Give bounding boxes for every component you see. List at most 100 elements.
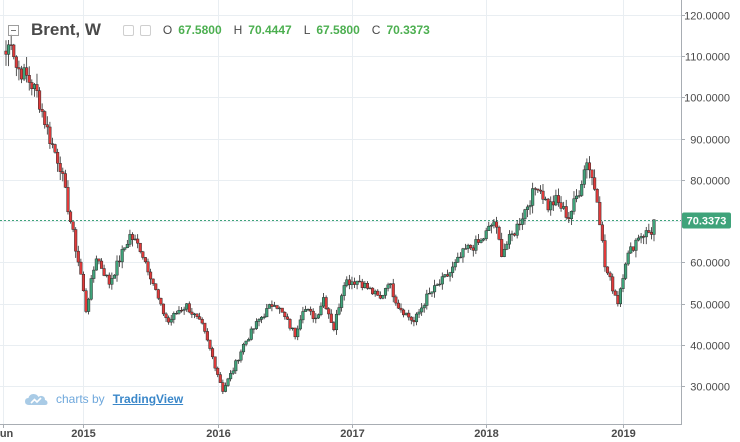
candle-down bbox=[352, 281, 357, 285]
candle-down bbox=[180, 309, 184, 312]
price-tick-label: 50.0000 bbox=[690, 300, 730, 312]
candle-down bbox=[35, 84, 39, 91]
candle-down bbox=[605, 266, 610, 274]
candle-up bbox=[474, 239, 478, 251]
candle-up bbox=[185, 303, 189, 310]
candle-down bbox=[280, 307, 284, 313]
candle-down bbox=[118, 260, 122, 263]
candle-down bbox=[218, 374, 222, 383]
candle-down bbox=[4, 50, 8, 55]
price-tick-label: 100.0000 bbox=[684, 93, 730, 105]
candle-up bbox=[247, 339, 251, 342]
candle-down bbox=[63, 173, 67, 188]
candle-up bbox=[314, 317, 318, 320]
watermark-brand-link[interactable]: TradingView bbox=[112, 392, 184, 406]
candle-up bbox=[254, 321, 258, 329]
candle-up bbox=[505, 243, 509, 250]
candle-down bbox=[141, 251, 145, 258]
candle-up bbox=[110, 278, 114, 285]
candle-down bbox=[593, 177, 597, 190]
candle-up bbox=[239, 351, 243, 361]
candle-up bbox=[544, 198, 548, 201]
candle-up bbox=[272, 305, 277, 307]
candle-up bbox=[306, 308, 310, 311]
candle-up bbox=[192, 313, 197, 315]
candle-up bbox=[420, 307, 424, 313]
candle-down bbox=[402, 309, 406, 316]
candle-up bbox=[260, 316, 264, 320]
candle-down bbox=[187, 303, 191, 313]
candle-up bbox=[404, 312, 408, 316]
candle-down bbox=[611, 276, 615, 292]
candle-up bbox=[169, 319, 173, 323]
price-tick-label: 60.0000 bbox=[690, 258, 730, 270]
candle-up bbox=[298, 319, 302, 330]
candle-down bbox=[198, 316, 202, 320]
candle-up bbox=[386, 284, 390, 289]
candle-down bbox=[107, 274, 111, 285]
candle-up bbox=[520, 218, 524, 225]
candle-up bbox=[244, 340, 248, 345]
candle-up bbox=[528, 205, 532, 208]
candle-up bbox=[507, 234, 511, 245]
candle-up bbox=[252, 328, 256, 330]
candle-down bbox=[518, 223, 522, 226]
candle-down bbox=[190, 311, 194, 315]
candle-up bbox=[523, 209, 527, 220]
candle-up bbox=[618, 288, 622, 305]
candle-down bbox=[102, 268, 106, 276]
candle-down bbox=[68, 211, 73, 223]
candle-up bbox=[389, 283, 393, 286]
candle-down bbox=[497, 226, 501, 240]
time-axis[interactable]: Jun 2015 2016 2017 2018 2019 bbox=[0, 424, 681, 440]
candle-up bbox=[562, 206, 566, 209]
candle-down bbox=[603, 240, 607, 268]
candle-up bbox=[414, 313, 419, 323]
candle-up bbox=[531, 188, 535, 206]
price-axis[interactable]: 120.0000 110.0000 100.0000 90.0000 80.0000 70… bbox=[681, 0, 730, 425]
candle-down bbox=[391, 283, 395, 298]
cloud-icon bbox=[25, 394, 48, 405]
candle-down bbox=[161, 303, 166, 315]
candle-up bbox=[174, 312, 178, 315]
settings-icon[interactable] bbox=[139, 24, 151, 36]
price-tick-label: 90.0000 bbox=[690, 135, 730, 147]
candle-down bbox=[590, 169, 594, 178]
candle-up bbox=[435, 284, 439, 286]
candle-up bbox=[236, 359, 240, 362]
candle-down bbox=[97, 258, 101, 262]
candle-up bbox=[229, 373, 233, 380]
candle-up bbox=[223, 385, 227, 392]
candle-series bbox=[4, 34, 656, 395]
chart-header: Brent, W O 67.5800 H 70.4447 L 67.5800 C… bbox=[8, 19, 430, 41]
candle-up bbox=[105, 274, 109, 277]
candle-down bbox=[559, 202, 563, 209]
candle-down bbox=[649, 232, 653, 235]
candle-up bbox=[112, 274, 116, 279]
candle-down bbox=[143, 257, 147, 263]
candle-up bbox=[345, 279, 349, 286]
time-tick-label: 2017 bbox=[340, 428, 364, 440]
collapse-icon[interactable] bbox=[8, 24, 19, 36]
candle-down bbox=[205, 331, 209, 341]
candle-up bbox=[89, 278, 93, 300]
candle-down bbox=[156, 289, 160, 299]
candle-down bbox=[412, 320, 416, 323]
eye-icon[interactable] bbox=[122, 24, 134, 36]
last-price-value: 70.3373 bbox=[687, 216, 727, 228]
candle-up bbox=[125, 244, 129, 248]
candle-up bbox=[381, 295, 385, 299]
tradingview-watermark[interactable]: charts by TradingView bbox=[24, 391, 183, 407]
candle-down bbox=[564, 206, 568, 218]
candle-down bbox=[17, 67, 21, 70]
candle-down bbox=[58, 163, 62, 172]
candle-down bbox=[270, 304, 274, 307]
candle-down bbox=[159, 297, 163, 305]
candle-up bbox=[249, 328, 253, 340]
candle-down bbox=[208, 339, 212, 349]
candle-down bbox=[53, 144, 57, 153]
candle-up bbox=[291, 327, 295, 330]
candle-up bbox=[383, 288, 388, 296]
candle-down bbox=[27, 75, 31, 83]
candle-up bbox=[32, 84, 36, 89]
